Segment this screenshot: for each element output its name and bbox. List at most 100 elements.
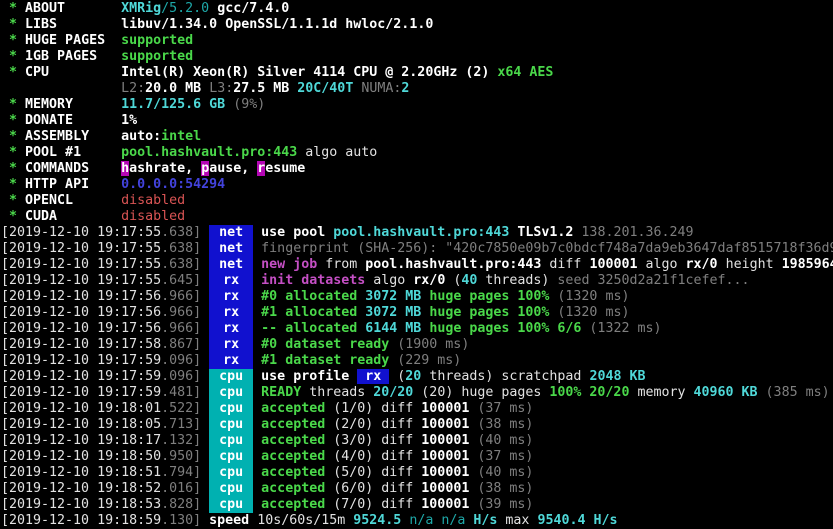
log-accepted-1-seg-6: (1/0) diff	[325, 401, 422, 416]
log-new-job-seg-8: diff	[541, 257, 590, 272]
summary-donate-seg-1: DONATE	[25, 113, 122, 128]
summary-assembly-seg-0: *	[1, 129, 26, 144]
log-allocated-0-seg-9: (1320 ms)	[549, 289, 630, 304]
log-new-job-seg-10: algo	[637, 257, 686, 272]
log-accepted-7-seg-7: 100001	[421, 497, 470, 512]
log-use-pool-seg-4	[253, 225, 261, 240]
log-accepted-6-seg-1: .016]	[161, 481, 202, 496]
log-new-job-seg-7: pool.hashvault.pro:443	[365, 257, 542, 272]
log-speed-seg-8: max	[497, 513, 538, 528]
log-accepted-7-seg-8: (39 ms)	[469, 497, 534, 512]
log-allocated-total-seg-4	[253, 321, 261, 336]
log-dataset-ready-1-seg-6: (229 ms)	[389, 353, 462, 368]
cpu-badge: cpu	[209, 433, 254, 449]
log-accepted-1-seg-4	[253, 401, 261, 416]
log-ready-threads-seg-9: 100% 20/20	[549, 385, 630, 400]
log-allocated-1-seg-0: [2019-12-10 19:17:56	[1, 305, 162, 320]
log-allocated-total-seg-0: [2019-12-10 19:17:56	[1, 321, 162, 336]
summary-opencl-seg-0: *	[1, 193, 26, 208]
log-dataset-ready-1-seg-4	[253, 353, 261, 368]
log-init-datasets-seg-0: [2019-12-10 19:17:55	[1, 273, 162, 288]
log-allocated-total-seg-5: -- allocated	[261, 321, 358, 336]
summary-memory-seg-1: MEMORY	[25, 97, 122, 112]
log-accepted-7: [2019-12-10 19:18:53.828] cpu accepted (…	[1, 497, 833, 513]
log-init-datasets: [2019-12-10 19:17:55.645] rx init datase…	[1, 273, 833, 289]
log-init-datasets-seg-11: seed 3250d2a21f1cefef...	[549, 273, 750, 288]
summary-donate-seg-0: *	[1, 113, 26, 128]
cpu-badge: cpu	[209, 497, 254, 513]
log-accepted-6-seg-6: (6/0) diff	[325, 481, 422, 496]
cpu-badge: cpu	[209, 401, 254, 417]
log-use-pool-seg-5: use pool	[261, 225, 334, 240]
log-accepted-7-seg-4	[253, 497, 261, 512]
log-allocated-0-seg-2	[201, 289, 209, 304]
log-use-profile-seg-6: rx	[357, 369, 390, 384]
summary-assembly-seg-2: auto:	[121, 129, 162, 144]
log-accepted-7-seg-1: .828]	[161, 497, 202, 512]
summary-huge-pages: * HUGE PAGES supported	[1, 33, 833, 49]
summary-assembly-seg-1: ASSEMBLY	[25, 129, 122, 144]
log-accepted-3-seg-4	[253, 433, 261, 448]
log-allocated-total-seg-9: (1322 ms)	[581, 321, 662, 336]
log-accepted-5-seg-5: accepted	[261, 465, 326, 480]
rx-badge: rx	[209, 353, 254, 369]
log-accepted-7-seg-6: (7/0) diff	[325, 497, 422, 512]
log-allocated-0-seg-7: 3072 MB	[365, 289, 422, 304]
log-accepted-6-seg-8: (38 ms)	[469, 481, 534, 496]
log-accepted-4-seg-0: [2019-12-10 19:18:50	[1, 449, 162, 464]
log-new-job-seg-4	[253, 257, 261, 272]
summary-huge-pages-seg-0: *	[1, 33, 26, 48]
log-dataset-ready-1-seg-1: .096]	[161, 353, 202, 368]
log-accepted-2-seg-8: (38 ms)	[469, 417, 534, 432]
log-init-datasets-seg-9: 40	[461, 273, 478, 288]
cpu-badge: cpu	[209, 385, 254, 401]
log-use-profile-seg-0: [2019-12-10 19:17:59	[1, 369, 162, 384]
summary-about: * ABOUT XMRig/5.2.0 gcc/7.4.0	[1, 1, 833, 17]
log-accepted-6-seg-5: accepted	[261, 481, 326, 496]
summary-1gb-pages: * 1GB PAGES supported	[1, 49, 833, 65]
summary-pool-seg-1: POOL #1	[25, 145, 122, 160]
log-use-pool-seg-1: .638]	[161, 225, 202, 240]
log-accepted-6-seg-0: [2019-12-10 19:18:52	[1, 481, 162, 496]
log-speed-seg-0: [2019-12-10 19:18:59	[1, 513, 162, 528]
log-speed-seg-1: .130]	[161, 513, 202, 528]
cpu-badge: cpu	[209, 417, 254, 433]
summary-huge-pages-seg-1: HUGE PAGES	[25, 33, 122, 48]
log-ready-threads-seg-5: READY	[261, 385, 302, 400]
log-init-datasets-seg-10: threads)	[477, 273, 550, 288]
log-accepted-5-seg-2	[201, 465, 209, 480]
summary-cpu-cache-seg-2: 20.0 MB	[145, 81, 202, 96]
summary-assembly: * ASSEMBLY auto:intel	[1, 129, 833, 145]
summary-cpu-cache-seg-4: L3:	[209, 81, 234, 96]
log-allocated-1-seg-4	[253, 305, 261, 320]
log-accepted-7-seg-2	[201, 497, 209, 512]
log-accepted-3-seg-1: .132]	[161, 433, 202, 448]
log-allocated-0-seg-8: huge pages 100%	[421, 289, 550, 304]
log-accepted-3-seg-0: [2019-12-10 19:18:17	[1, 433, 162, 448]
cpu-badge: cpu	[209, 369, 254, 385]
log-ready-threads-seg-10: memory	[629, 385, 694, 400]
summary-commands-seg-5: ause,	[209, 161, 258, 176]
log-accepted-2-seg-1: .713]	[161, 417, 202, 432]
log-accepted-2-seg-2	[201, 417, 209, 432]
summary-commands-seg-0: *	[1, 161, 26, 176]
log-allocated-1: [2019-12-10 19:17:56.966] rx #1 allocate…	[1, 305, 833, 321]
log-new-job-seg-2	[201, 257, 209, 272]
log-accepted-5-seg-4	[253, 465, 261, 480]
net-badge: net	[209, 225, 254, 241]
summary-http-api-seg-2: 0.0.0.0:54294	[121, 177, 226, 192]
log-accepted-5-seg-7: 100001	[421, 465, 470, 480]
log-dataset-ready-0-seg-4	[253, 337, 261, 352]
log-new-job-seg-1: .638]	[161, 257, 202, 272]
summary-http-api-seg-1: HTTP API	[25, 177, 122, 192]
log-dataset-ready-0-seg-1: .867]	[161, 337, 202, 352]
log-allocated-total-seg-2	[201, 321, 209, 336]
log-fingerprint-seg-1: .638]	[161, 241, 202, 256]
log-allocated-1-seg-7: 3072 MB	[365, 305, 422, 320]
summary-commands-seg-2: h	[121, 161, 130, 176]
log-accepted-1-seg-7: 100001	[421, 401, 470, 416]
log-ready-threads-seg-6: threads	[301, 385, 374, 400]
log-ready-threads-seg-4	[253, 385, 261, 400]
